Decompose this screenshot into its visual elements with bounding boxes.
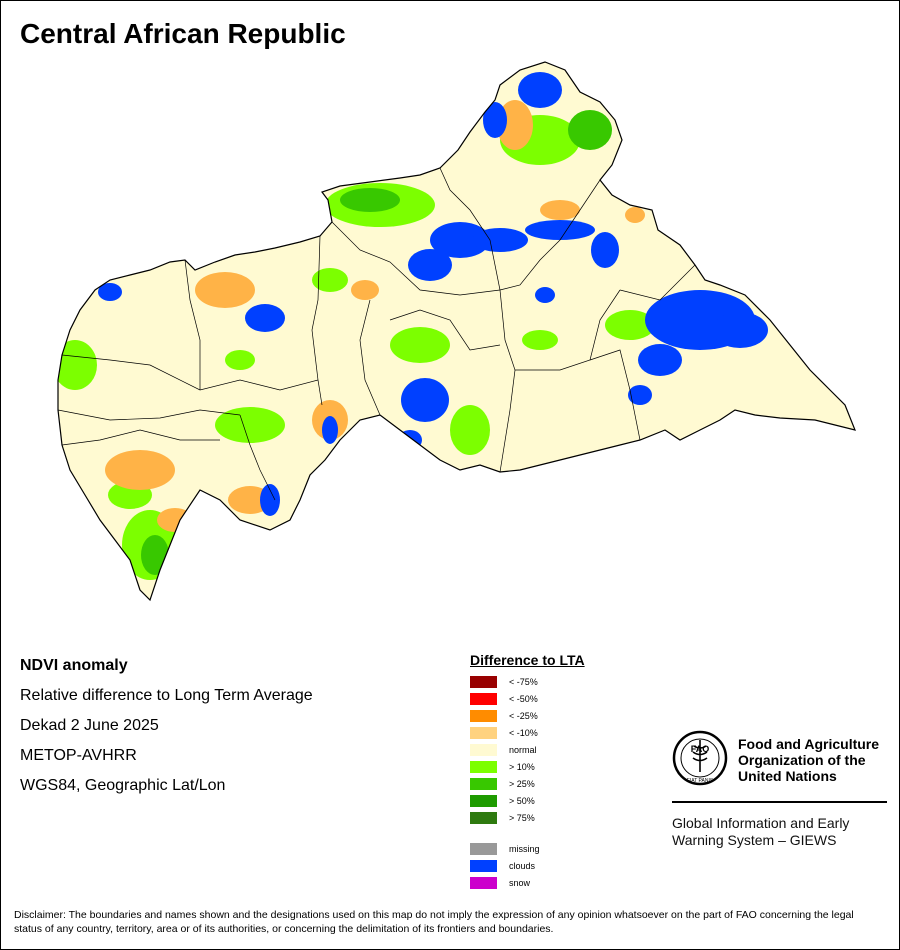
legend-class-item: < -75% [470,674,585,691]
strong-above-normal-areas [141,110,612,575]
legend-class-swatch [470,795,497,807]
legend-extra-classes: missing clouds snow [470,841,585,892]
legend-class-item: > 50% [470,793,585,810]
legend-extra-label: clouds [509,861,536,871]
fao-logo-motto: FIAT PANIS [687,778,714,784]
legend-title: Difference to LTA [470,652,585,668]
legend-classes: < -75% < -50% < -25% < -10% normal > 10% > 25%… [470,674,585,827]
legend-class-label: < -25% [509,711,538,721]
legend-class-item: normal [470,742,585,759]
legend-class-swatch [470,761,497,773]
legend-class-swatch [470,727,497,739]
fao-logo: FAO FIAT PANIS [672,730,728,786]
legend-class-label: > 50% [509,796,535,806]
legend: Difference to LTA < -75% < -50% < -25% < -1… [470,652,585,892]
legend-extra-swatch [470,843,497,855]
legend-class-label: < -75% [509,677,538,687]
legend-extra-swatch [470,877,497,889]
legend-class-label: < -50% [509,694,538,704]
legend-extra-swatch [470,860,497,872]
legend-extra-label: missing [509,844,540,854]
legend-class-item: > 25% [470,776,585,793]
legend-class-swatch [470,744,497,756]
legend-extra-item: snow [470,875,585,892]
fao-divider [672,801,887,803]
legend-class-swatch [470,710,497,722]
legend-class-swatch [470,812,497,824]
product-name: NDVI anomaly [20,657,128,674]
country-outline [58,62,855,600]
legend-extra-label: snow [509,878,531,888]
legend-class-label: > 10% [509,762,535,772]
legend-class-item: > 75% [470,810,585,827]
below-normal-areas [105,100,645,532]
legend-class-label: > 75% [509,813,535,823]
legend-class-item: < -25% [470,708,585,725]
legend-class-swatch [470,693,497,705]
sensor-label: METOP-AVHRR [20,747,137,764]
disclaimer: Disclaimer: The boundaries and names sho… [14,909,854,935]
fao-org-name: Food and Agriculture Organization of the… [738,736,880,784]
product-description: Relative difference to Long Term Average [20,687,313,704]
projection-label: WGS84, Geographic Lat/Lon [20,777,226,794]
fao-logo-text: FAO [691,744,710,754]
legend-extra-item: missing [470,841,585,858]
country-border [57,61,856,602]
legend-class-label: < -10% [509,728,538,738]
legend-class-item: > 10% [470,759,585,776]
legend-class-label: normal [509,745,537,755]
legend-class-swatch [470,676,497,688]
cloud-areas [98,72,768,516]
giews-label: Global Information and Early Warning Sys… [672,815,850,848]
admin-boundaries [57,167,696,501]
legend-class-swatch [470,778,497,790]
legend-class-item: < -10% [470,725,585,742]
legend-class-item: < -50% [470,691,585,708]
legend-class-label: > 25% [509,779,535,789]
period-label: Dekad 2 June 2025 [20,717,159,734]
anomaly-layer [58,72,768,580]
legend-extra-item: clouds [470,858,585,875]
map-title: Central African Republic [20,18,346,49]
map-info: NDVI anomaly Relative difference to Long… [20,656,313,806]
